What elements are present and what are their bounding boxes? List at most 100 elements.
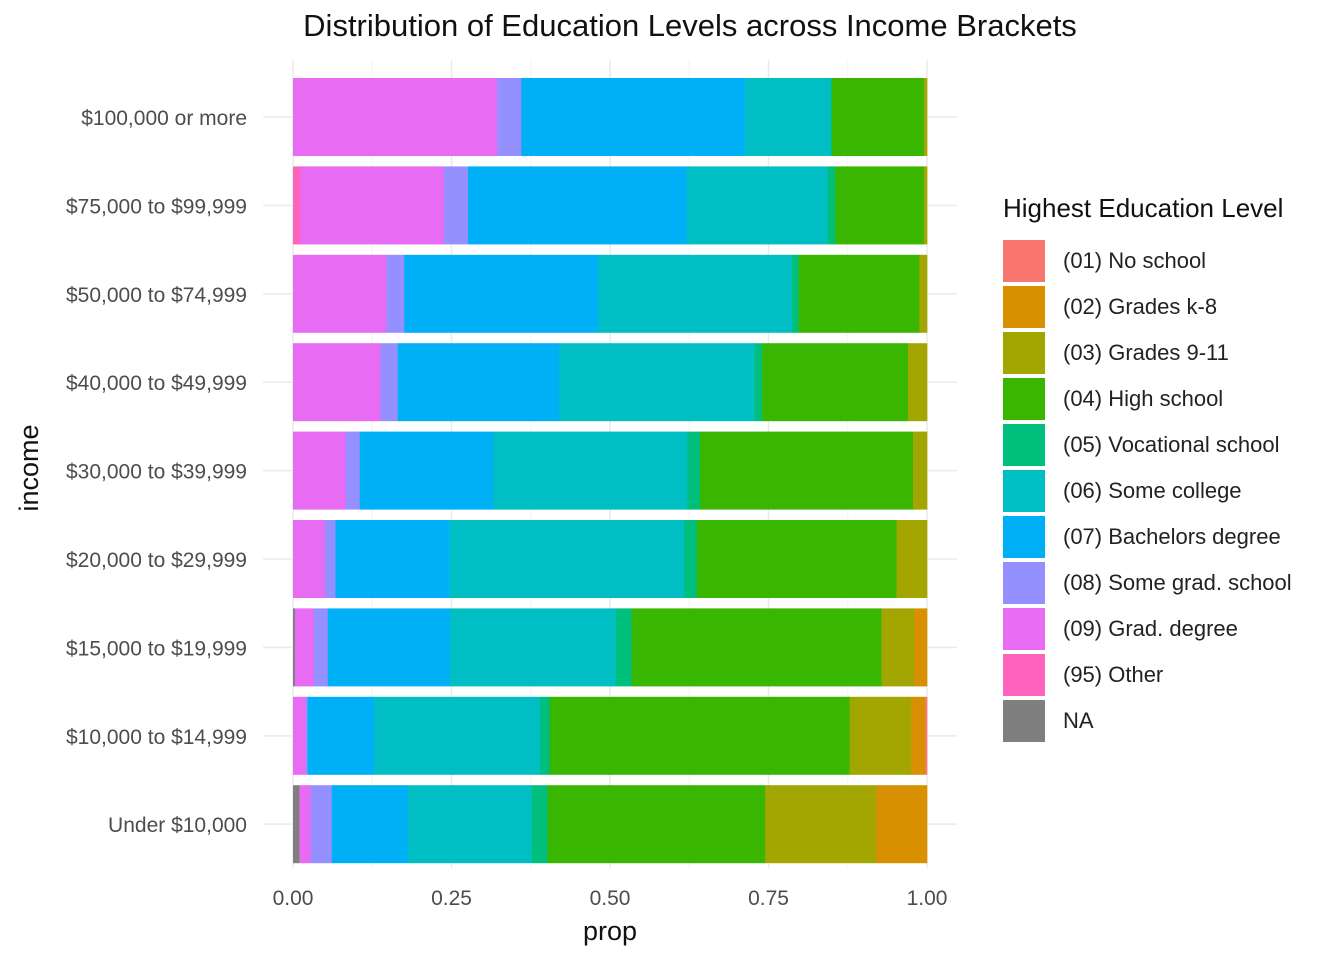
bar-segment xyxy=(798,254,920,333)
bar-segment xyxy=(547,785,766,864)
legend-key xyxy=(1003,700,1045,742)
legend-label: (05) Vocational school xyxy=(1063,432,1280,457)
bar-segment xyxy=(380,343,398,422)
bar-segment xyxy=(923,78,928,156)
bar-segment xyxy=(835,166,925,245)
legend-label: (03) Grades 9-11 xyxy=(1063,340,1229,365)
bar-segment xyxy=(876,785,928,864)
legend-label: (95) Other xyxy=(1063,662,1164,687)
bar-segment xyxy=(914,608,928,687)
y-tick-label: $40,000 to $49,999 xyxy=(66,372,247,395)
bar-segment xyxy=(911,696,926,775)
bar-segment xyxy=(293,78,498,156)
bar-segment xyxy=(919,254,928,333)
legend-key xyxy=(1003,240,1045,282)
bar-segment xyxy=(699,431,914,510)
legend-item: NA xyxy=(1003,698,1292,744)
legend-label: (01) No school xyxy=(1063,248,1207,273)
y-tick-label: $10,000 to $14,999 xyxy=(66,726,247,749)
legend-key xyxy=(1003,424,1045,466)
legend-key xyxy=(1003,516,1045,558)
y-tick-label: $15,000 to $19,999 xyxy=(66,637,247,660)
x-tick-label: 0.00 xyxy=(273,887,314,910)
bar-segment xyxy=(359,431,494,510)
legend-items: (01) No school (02) Grades k-8 (03) Grades… xyxy=(1003,238,1292,744)
bar-segment xyxy=(331,785,409,864)
bar-segment xyxy=(631,608,882,687)
legend-label: (09) Grad. degree xyxy=(1063,616,1238,641)
legend-item: (01) No school xyxy=(1003,238,1292,284)
chart-title: Distribution of Education Levels across … xyxy=(303,8,1077,43)
bar-segment xyxy=(293,696,306,775)
y-tick-label: $100,000 or more xyxy=(81,107,247,130)
bar-segment xyxy=(493,431,688,510)
legend-key xyxy=(1003,608,1045,650)
legend-key xyxy=(1003,562,1045,604)
bar-segment xyxy=(293,608,296,687)
bar-segment xyxy=(696,520,897,598)
bar-segment xyxy=(397,343,560,422)
legend-key xyxy=(1003,378,1045,420)
bar-segment xyxy=(374,696,541,775)
bar-segment xyxy=(310,785,333,864)
bar-segment xyxy=(598,254,793,333)
y-tick-label: $20,000 to $29,999 xyxy=(66,549,247,572)
bar-segment xyxy=(294,608,315,687)
bar-segment xyxy=(335,520,450,598)
x-axis-title: prop xyxy=(583,916,637,946)
bar-segment xyxy=(754,343,763,422)
legend-label: (08) Some grad. school xyxy=(1063,570,1292,595)
legend-item: (06) Some college xyxy=(1003,468,1292,514)
bar-segment xyxy=(881,608,915,687)
bar-segment xyxy=(765,785,877,864)
bar-segment xyxy=(896,520,928,598)
bar-segment xyxy=(407,785,532,864)
bar-segment xyxy=(923,166,928,245)
bar-segment xyxy=(293,520,325,598)
x-tick-label: 0.25 xyxy=(431,887,472,910)
legend-item: (02) Grades k-8 xyxy=(1003,284,1292,330)
legend-key xyxy=(1003,654,1045,696)
legend-item: (03) Grades 9-11 xyxy=(1003,330,1292,376)
bar-segment xyxy=(293,166,301,245)
legend-item: (07) Bachelors degree xyxy=(1003,514,1292,560)
legend-item: (04) High school xyxy=(1003,376,1292,422)
legend-key xyxy=(1003,286,1045,328)
legend-label: NA xyxy=(1063,708,1094,733)
bar-segment xyxy=(615,608,632,687)
y-tick-label: $50,000 to $74,999 xyxy=(66,284,247,307)
bar-segment xyxy=(293,254,387,333)
legend-label: (06) Some college xyxy=(1063,478,1242,503)
bar-segment xyxy=(549,696,850,775)
bar-segment xyxy=(925,696,928,775)
bar-segment xyxy=(449,608,616,687)
bar-segment xyxy=(313,608,329,687)
bar-segment xyxy=(449,520,685,598)
bar-segment xyxy=(305,696,308,775)
bar-segment xyxy=(293,343,381,422)
bar-segment xyxy=(687,431,701,510)
y-tick-label: $75,000 to $99,999 xyxy=(66,195,247,218)
bar-segment xyxy=(307,696,375,775)
legend-item: (05) Vocational school xyxy=(1003,422,1292,468)
x-tick-label: 0.50 xyxy=(590,887,631,910)
y-tick-label: Under $10,000 xyxy=(108,814,247,837)
bar-segment xyxy=(792,254,799,333)
legend-label: (02) Grades k-8 xyxy=(1063,294,1218,319)
bar-segment xyxy=(686,166,828,245)
bar-segment xyxy=(327,608,451,687)
y-axis-title: income xyxy=(14,424,44,511)
legend-key xyxy=(1003,332,1045,374)
legend-label: (07) Bachelors degree xyxy=(1063,524,1281,549)
bar-segment xyxy=(831,78,925,156)
bar-segment xyxy=(345,431,361,510)
bar-segment xyxy=(386,254,405,333)
bar-segment xyxy=(497,78,522,156)
bar-segment xyxy=(762,343,909,422)
bar-segment xyxy=(299,785,312,864)
legend-item: (95) Other xyxy=(1003,652,1292,698)
legend: Highest Education Level (01) No school (0… xyxy=(1003,193,1292,744)
bar-segment xyxy=(443,166,469,245)
bar-segment xyxy=(830,78,833,156)
